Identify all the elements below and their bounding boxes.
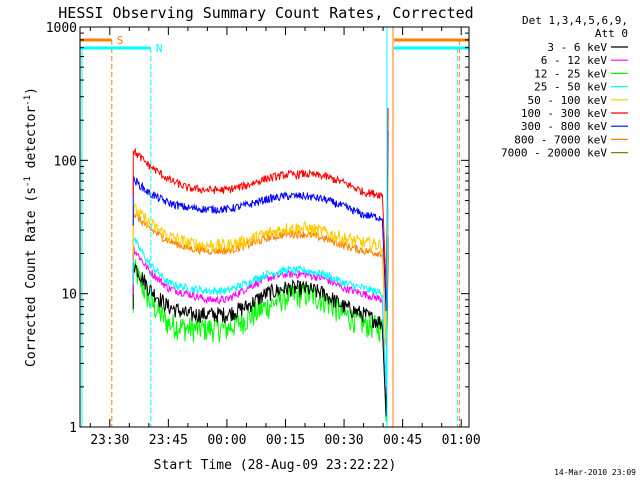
chart-title: HESSI Observing Summary Count Rates, Cor… xyxy=(58,4,473,22)
legend-label: 6 - 12 keV xyxy=(541,54,608,67)
legend-label: 100 - 300 keV xyxy=(521,107,607,120)
flag-n-label: N xyxy=(156,42,163,55)
x-tick-label: 23:30 xyxy=(90,433,129,448)
y-tick-label: 10 xyxy=(61,288,77,303)
legend-label: 50 - 100 keV xyxy=(528,94,608,107)
series-line-3 xyxy=(132,206,389,387)
y-tick-label: 100 xyxy=(54,154,77,169)
legend-label: 7000 - 20000 keV xyxy=(501,147,607,160)
x-tick-label: 00:15 xyxy=(266,433,305,448)
series-line-2 xyxy=(132,241,389,422)
y-tick-label: 1000 xyxy=(46,21,77,36)
legend-label: 800 - 7000 keV xyxy=(514,133,607,146)
x-tick-label: 23:45 xyxy=(149,433,188,448)
x-axis-label: Start Time (28-Aug-09 23:22:22) xyxy=(154,458,397,473)
series-line-7 xyxy=(132,166,389,347)
legend-label: 25 - 50 keV xyxy=(534,81,607,94)
y-axis-label-exp2: -1 xyxy=(23,95,33,106)
series-line-6 xyxy=(132,130,389,312)
footer-date: 14-Mar-2010 23:09 xyxy=(554,468,636,477)
legend-label: 3 - 6 keV xyxy=(547,41,607,54)
series-line-0 xyxy=(132,236,389,417)
y-axis-label-main: Corrected Count Rate (s xyxy=(24,187,39,367)
flag-s-label: S xyxy=(117,34,124,47)
y-axis-label-exp1: -1 xyxy=(23,176,33,187)
x-tick-label: 00:00 xyxy=(207,433,246,448)
legend-subtitle: Att 0 xyxy=(595,27,628,40)
x-tick-label: 00:30 xyxy=(324,433,363,448)
y-axis-label-mid: detector xyxy=(24,106,39,177)
legend-label: 12 - 25 keV xyxy=(534,67,607,80)
series-line-1 xyxy=(132,212,389,393)
legend-label: 300 - 800 keV xyxy=(521,120,607,133)
plot-frame xyxy=(79,26,470,428)
series-line-5 xyxy=(132,107,389,289)
series-line-4 xyxy=(132,158,389,339)
x-tick-label: 01:00 xyxy=(442,433,481,448)
y-axis-label: Corrected Count Rate (s-1 detector-1) xyxy=(23,87,39,367)
y-tick-label: 1 xyxy=(69,421,77,436)
y-axis-label-end: ) xyxy=(24,87,39,95)
x-tick-label: 00:45 xyxy=(383,433,422,448)
legend-title: Det 1,3,4,5,6,9, xyxy=(522,14,628,27)
